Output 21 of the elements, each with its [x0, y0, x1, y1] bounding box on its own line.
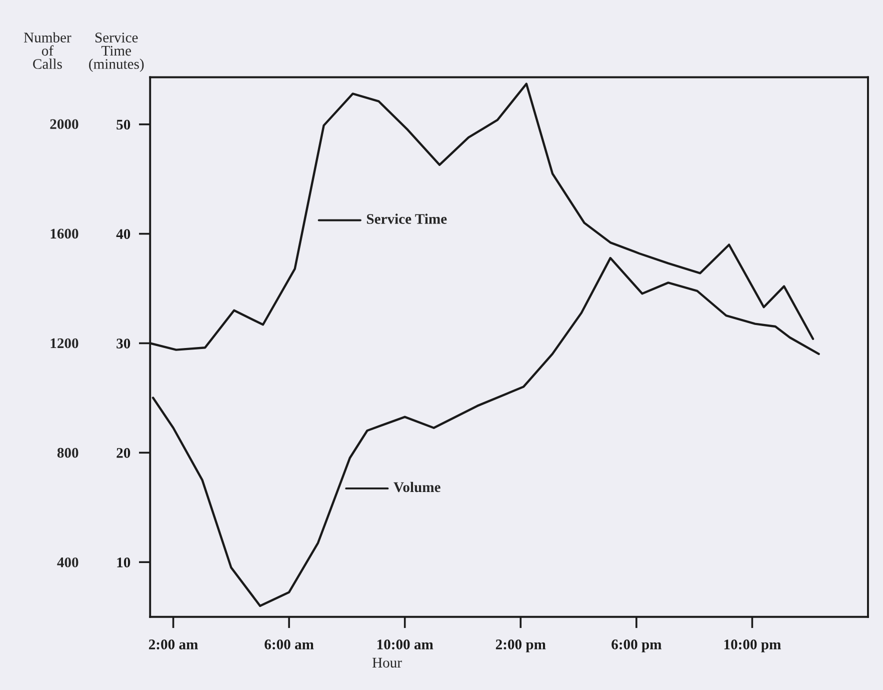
y2-tick-label: 1200: [50, 338, 78, 348]
y-tick-label: 50: [116, 120, 130, 130]
x-tick-label: 6:00 am: [264, 640, 314, 650]
y-tick-label: 30: [116, 338, 130, 348]
x-tick-label: 10:00 pm: [724, 640, 781, 652]
y-tick-label: 40: [116, 229, 130, 239]
y2-tick-label: 400: [57, 557, 78, 568]
y2-axis-title: Number of Calls: [24, 32, 72, 69]
y-axis-title: Service Time (minutes): [89, 32, 144, 72]
x-tick-label: 2:00 am: [148, 640, 198, 650]
legend-label: Service Time: [366, 214, 447, 224]
y-tick-label: 20: [116, 448, 130, 458]
y2-tick-label: 2000: [50, 119, 78, 130]
legend-label: Volume: [394, 482, 440, 492]
x-axis-title: Hour: [372, 658, 402, 668]
y2-tick-label: 800: [57, 448, 78, 458]
x-tick-label: 6:00 pm: [612, 640, 662, 652]
y-tick-label: 10: [117, 558, 130, 568]
x-tick-label: 10:00 am: [377, 640, 434, 650]
x-tick-label: 2:00 pm: [496, 640, 546, 652]
y2-tick-label: 1600: [50, 228, 78, 239]
